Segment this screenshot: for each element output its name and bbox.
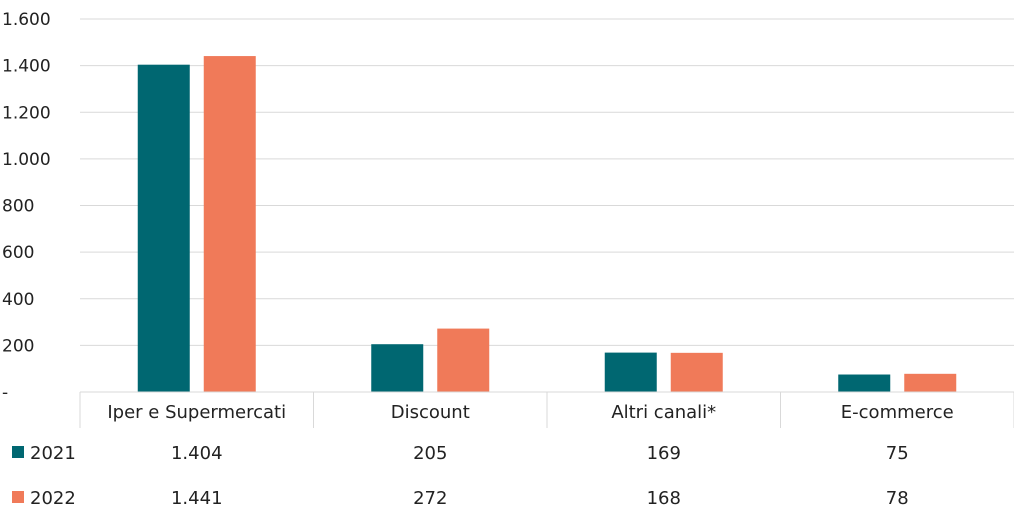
legend-label-2021: 2021 xyxy=(30,443,76,464)
category-label: E-commerce xyxy=(841,402,954,423)
bar-2022-1 xyxy=(437,328,490,392)
y-axis-tick-labels: - 200 400 600 800 1.000 1.200 1.400 1.600 xyxy=(2,10,51,403)
y-tick-label: 1.400 xyxy=(2,57,51,77)
data-label: 78 xyxy=(886,488,909,509)
y-tick-label: 1.200 xyxy=(2,103,51,123)
data-label: 75 xyxy=(886,443,909,464)
y-tick-label: - xyxy=(2,383,8,403)
y-tick-label: 1.000 xyxy=(2,150,51,170)
x-axis xyxy=(79,391,1014,428)
bars xyxy=(137,56,957,393)
data-table: 2021 1.404 205 169 75 2022 1.441 272 168 78 xyxy=(12,443,909,509)
legend-label-2022: 2022 xyxy=(30,488,76,509)
bar-2021-2 xyxy=(604,352,657,392)
legend-swatch-2021 xyxy=(12,446,24,458)
data-label: 169 xyxy=(647,443,681,464)
data-label: 168 xyxy=(647,488,681,509)
y-tick-label: 1.600 xyxy=(2,10,51,30)
category-label: Discount xyxy=(391,402,470,423)
data-label: 205 xyxy=(413,443,447,464)
bar-2021-1 xyxy=(371,344,424,392)
legend-swatch-2022 xyxy=(12,491,24,503)
bar-2021-0 xyxy=(137,64,190,392)
y-tick-label: 200 xyxy=(2,336,34,356)
bar-2022-0 xyxy=(203,56,256,393)
category-label: Altri canali* xyxy=(611,402,716,423)
y-tick-label: 800 xyxy=(2,197,34,217)
data-label: 1.404 xyxy=(171,443,223,464)
category-label: Iper e Supermercati xyxy=(107,402,286,423)
data-label: 1.441 xyxy=(171,488,223,509)
bar-2022-3 xyxy=(904,373,957,392)
data-label: 272 xyxy=(413,488,447,509)
bar-2022-2 xyxy=(670,352,723,392)
x-axis-category-labels: Iper e Supermercati Discount Altri canali*… xyxy=(107,402,953,423)
y-tick-label: 400 xyxy=(2,290,34,310)
bar-2021-3 xyxy=(838,374,891,392)
y-tick-label: 600 xyxy=(2,243,34,263)
